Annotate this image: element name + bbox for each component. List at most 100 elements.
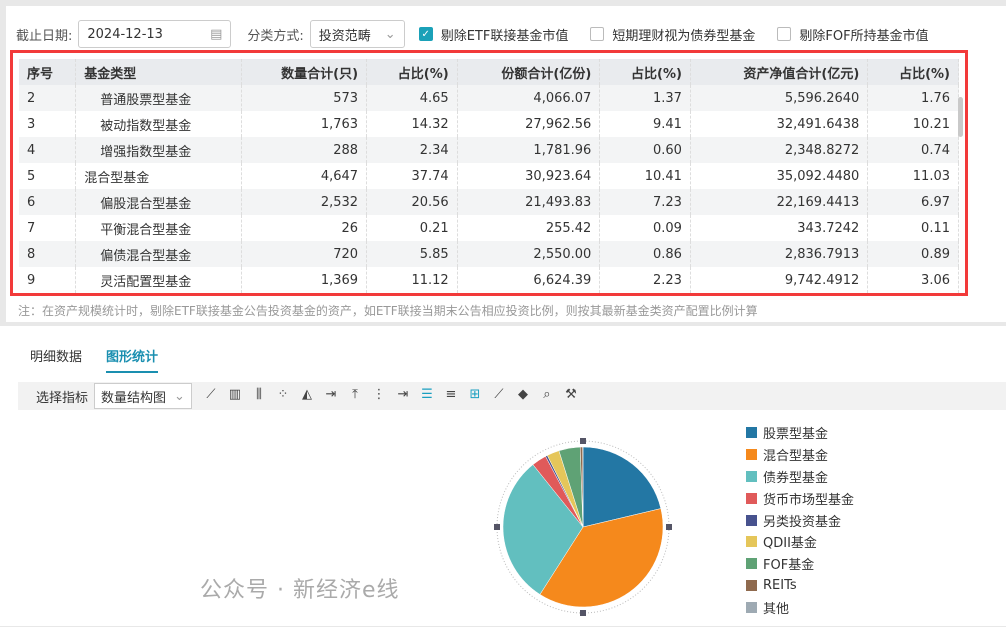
- legend-label: 混合型基金: [763, 445, 828, 464]
- resize-handle[interactable]: [580, 438, 586, 444]
- table-cell: 被动指数型基金: [76, 111, 242, 137]
- table-cell: 1.37: [600, 85, 691, 111]
- checkbox-option[interactable]: 剔除FOF所持基金市值: [777, 25, 928, 44]
- table-cell: 6,624.39: [457, 267, 600, 293]
- table-cell: 0.11: [868, 215, 959, 241]
- legend-swatch: [746, 558, 757, 569]
- checkbox-icon[interactable]: [590, 27, 604, 41]
- tab-0[interactable]: 明细数据: [30, 346, 82, 373]
- horizontal-lines-icon[interactable]: ≡: [442, 387, 460, 405]
- wrench-icon[interactable]: ⚒: [562, 387, 580, 405]
- scatter-icon[interactable]: ⁘: [274, 387, 292, 405]
- arrow-right-bar-icon[interactable]: ⇥: [394, 387, 412, 405]
- table-cell: 0.86: [600, 241, 691, 267]
- indicator-value: 数量结构图: [101, 387, 166, 406]
- column-header[interactable]: 份额合计(亿份): [457, 59, 600, 85]
- resize-handle[interactable]: [494, 524, 500, 530]
- area-chart-icon[interactable]: ◭: [298, 387, 316, 405]
- resize-handle[interactable]: [666, 524, 672, 530]
- date-input[interactable]: 2024-12-13 ▤: [78, 20, 231, 48]
- legend-item[interactable]: 混合型基金: [746, 444, 854, 466]
- date-value: 2024-12-13: [87, 27, 163, 42]
- column-header[interactable]: 数量合计(只): [241, 59, 366, 85]
- table-cell: 10.41: [600, 163, 691, 189]
- legend-item[interactable]: 债券型基金: [746, 466, 854, 488]
- tab-1[interactable]: 图形统计: [106, 346, 158, 373]
- indicator-select[interactable]: 数量结构图 ⌄: [94, 383, 192, 409]
- legend-item[interactable]: 其他: [746, 596, 854, 618]
- add-frame-icon[interactable]: ⊞: [466, 387, 484, 405]
- export-right-icon[interactable]: ⇥: [322, 387, 340, 405]
- grouped-bar-icon[interactable]: ⫼: [250, 387, 268, 405]
- column-header[interactable]: 基金类型: [76, 59, 242, 85]
- legend-item[interactable]: QDII基金: [746, 531, 854, 553]
- table-cell: 9.41: [600, 111, 691, 137]
- legend-label: 货币市场型基金: [763, 489, 854, 508]
- table-cell: 5: [19, 163, 76, 189]
- list-indent-icon[interactable]: ⋮: [370, 387, 388, 405]
- legend-item[interactable]: 另类投资基金: [746, 509, 854, 531]
- table-cell: 27,962.56: [457, 111, 600, 137]
- table-cell: 2,836.7913: [690, 241, 867, 267]
- checkbox-option[interactable]: ✓剔除ETF联接基金市值: [419, 25, 569, 44]
- legend-item[interactable]: REITs: [746, 575, 854, 597]
- scrollbar[interactable]: [958, 97, 963, 137]
- table-cell: 0.09: [600, 215, 691, 241]
- watermark: 公众号 · 新经济e线: [200, 572, 400, 604]
- legend-label: REITs: [763, 578, 797, 593]
- zoom-search-icon[interactable]: ⌕: [538, 387, 556, 405]
- checkbox-option[interactable]: 短期理财视为债券型基金: [590, 25, 755, 44]
- list-icon[interactable]: ☰: [418, 387, 436, 405]
- column-header[interactable]: 占比(%): [367, 59, 458, 85]
- table-cell: 灵活配置型基金: [76, 267, 242, 293]
- legend-swatch: [746, 493, 757, 504]
- table-cell: 2: [19, 85, 76, 111]
- checkbox-label: 短期理财视为债券型基金: [612, 25, 755, 44]
- trend-line-icon[interactable]: ⟋: [490, 387, 508, 405]
- summary-table-frame: 序号基金类型数量合计(只)占比(%)份额合计(亿份)占比(%)资产净值合计(亿元…: [10, 50, 968, 296]
- top-panel: 截止日期: 2024-12-13 ▤ 分类方式: 投资范畴⌄ ✓剔除ETF联接基金…: [6, 6, 1006, 322]
- column-header[interactable]: 占比(%): [600, 59, 691, 85]
- table-cell: 343.7242: [690, 215, 867, 241]
- legend-label: FOF基金: [763, 554, 814, 573]
- upload-icon[interactable]: ⤒: [346, 387, 364, 405]
- legend-item[interactable]: 股票型基金: [746, 422, 854, 444]
- table-cell: 3: [19, 111, 76, 137]
- line-chart-icon[interactable]: ⟋: [202, 387, 220, 405]
- table-cell: 0.74: [868, 137, 959, 163]
- table-cell: 14.32: [367, 111, 458, 137]
- footnote: 注：在资产规模统计时，剔除ETF联接基金公告投资基金的资产，如ETF联接当期末公…: [18, 302, 758, 319]
- checkbox-label: 剔除FOF所持基金市值: [799, 25, 928, 44]
- bar-chart-icon[interactable]: ▥: [226, 387, 244, 405]
- indicator-label: 选择指标: [36, 387, 88, 406]
- chevron-down-icon: ⌄: [174, 389, 185, 404]
- table-cell: 22,169.4413: [690, 189, 867, 215]
- legend-item[interactable]: FOF基金: [746, 553, 854, 575]
- fill-icon[interactable]: ◆: [514, 387, 532, 405]
- legend-item[interactable]: 货币市场型基金: [746, 487, 854, 509]
- calendar-icon[interactable]: ▤: [210, 27, 222, 42]
- column-header[interactable]: 资产净值合计(亿元): [690, 59, 867, 85]
- filter-bar: 截止日期: 2024-12-13 ▤ 分类方式: 投资范畴⌄ ✓剔除ETF联接基金…: [16, 20, 951, 48]
- checkbox-icon[interactable]: [777, 27, 791, 41]
- class-label: 分类方式:: [247, 25, 303, 44]
- checkbox-icon[interactable]: ✓: [419, 27, 433, 41]
- legend-label: QDII基金: [763, 532, 817, 551]
- table-cell: 7.23: [600, 189, 691, 215]
- table-cell: 4.65: [367, 85, 458, 111]
- column-header[interactable]: 序号: [19, 59, 76, 85]
- column-header[interactable]: 占比(%): [868, 59, 959, 85]
- table-cell: 偏债混合型基金: [76, 241, 242, 267]
- class-select[interactable]: 投资范畴⌄: [310, 20, 405, 48]
- date-label: 截止日期:: [16, 25, 72, 44]
- table-cell: 288: [241, 137, 366, 163]
- resize-handle[interactable]: [580, 610, 586, 616]
